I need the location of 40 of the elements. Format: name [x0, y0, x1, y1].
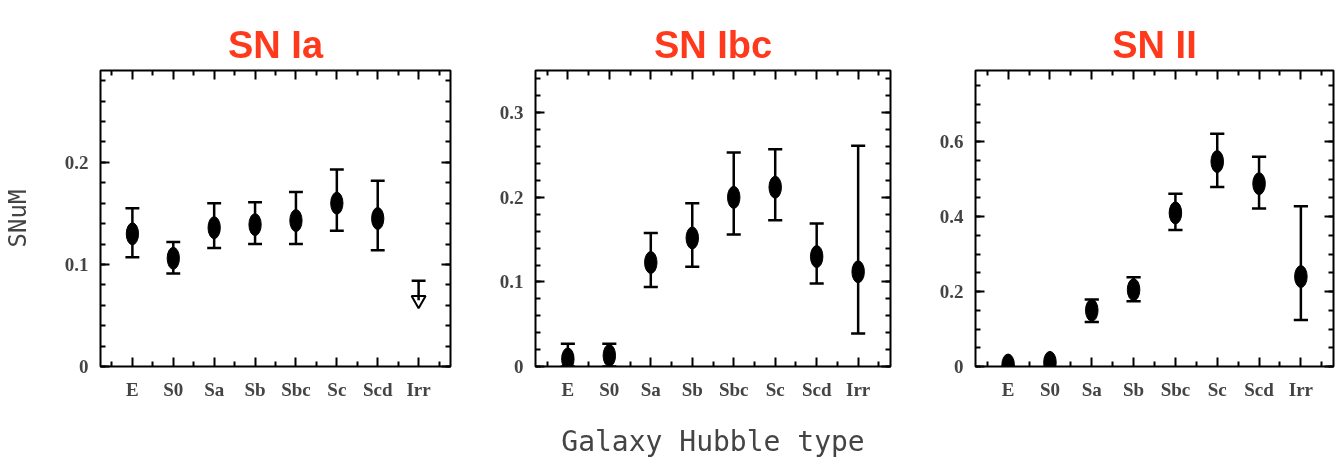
- x-tick-label: Sb: [681, 378, 703, 400]
- x-tick-label: Scd: [801, 378, 832, 400]
- x-tick-label: Sbc: [718, 378, 749, 400]
- chart-title: SN Ibc: [653, 23, 773, 66]
- x-tick-label: Sc: [765, 378, 785, 400]
- chart-title: SN Ia: [227, 23, 324, 66]
- x-tick-label: Irr: [406, 378, 432, 400]
- x-tick-label: Sb: [244, 378, 266, 400]
- x-tick-label: Sa: [1081, 378, 1103, 400]
- y-tick-label: 0.4: [939, 206, 964, 228]
- y-tick-label: 0.6: [939, 131, 964, 153]
- y-axis-title: SNuM: [3, 189, 32, 248]
- y-tick-label: 0.1: [64, 253, 89, 275]
- x-tick-label: Sbc: [1160, 378, 1191, 400]
- x-tick-label: Sbc: [281, 378, 311, 400]
- y-tick-label: 0.2: [499, 186, 524, 208]
- x-tick-label: Irr: [846, 378, 871, 400]
- x-tick-label: E: [561, 378, 575, 400]
- x-tick-label: E: [126, 378, 139, 400]
- x-tick-label: Sb: [1123, 378, 1145, 400]
- x-tick-label: Irr: [1288, 378, 1314, 400]
- chart-title: SN II: [1112, 23, 1197, 66]
- x-tick-label: E: [1001, 378, 1015, 400]
- x-tick-label: Sa: [204, 378, 225, 400]
- x-tick-label: Sc: [1207, 378, 1227, 400]
- y-tick-label: 0: [514, 356, 524, 377]
- x-tick-label: Sc: [327, 378, 347, 400]
- x-tick-label: Scd: [362, 378, 393, 400]
- y-tick-label: 0.2: [939, 281, 964, 303]
- y-tick-label: 0.3: [499, 102, 524, 124]
- x-axis-title: Galaxy Hubble type: [561, 424, 865, 458]
- y-tick-label: 0.2: [64, 151, 89, 173]
- x-tick-label: S0: [163, 378, 184, 400]
- y-tick-label: 0: [954, 356, 964, 377]
- x-tick-label: S0: [1039, 378, 1060, 400]
- x-tick-label: S0: [599, 378, 620, 400]
- x-tick-label: Sa: [640, 378, 662, 400]
- y-tick-label: 0.1: [499, 271, 524, 293]
- x-tick-label: Scd: [1244, 378, 1275, 400]
- y-tick-label: 0: [79, 356, 89, 377]
